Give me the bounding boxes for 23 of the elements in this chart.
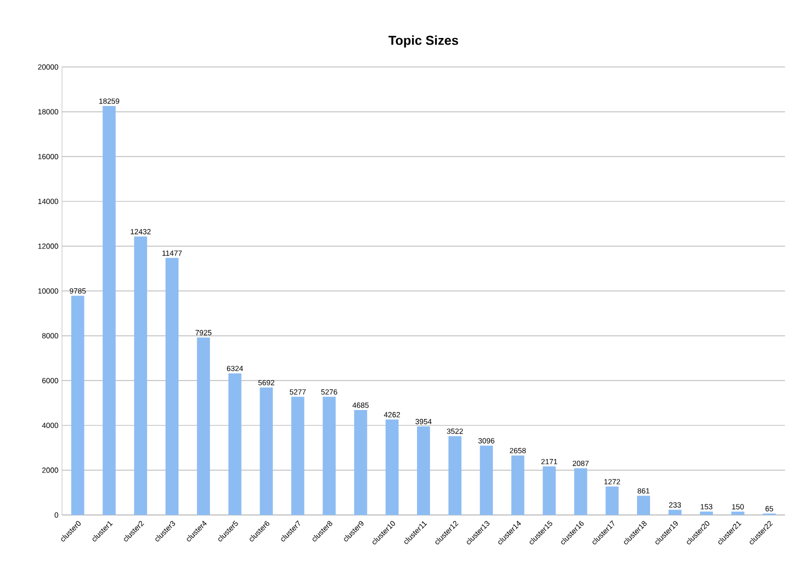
bar [322, 396, 336, 515]
bar [134, 236, 148, 515]
bar [700, 512, 713, 515]
bar [668, 510, 682, 515]
bar [166, 258, 179, 515]
bar [574, 468, 588, 515]
bar [260, 387, 273, 515]
bar [606, 486, 619, 515]
bar [196, 337, 210, 515]
bar [102, 106, 116, 515]
bar [448, 436, 462, 515]
bar [354, 410, 368, 515]
bar [71, 296, 84, 515]
chart-title: Topic Sizes [388, 35, 458, 48]
bar [637, 496, 650, 515]
bar [228, 373, 242, 515]
bar [291, 396, 304, 515]
bar [542, 466, 556, 515]
bar [386, 420, 399, 515]
bar [731, 512, 744, 515]
bar [417, 426, 430, 515]
bar [480, 446, 493, 515]
bar [511, 455, 524, 515]
